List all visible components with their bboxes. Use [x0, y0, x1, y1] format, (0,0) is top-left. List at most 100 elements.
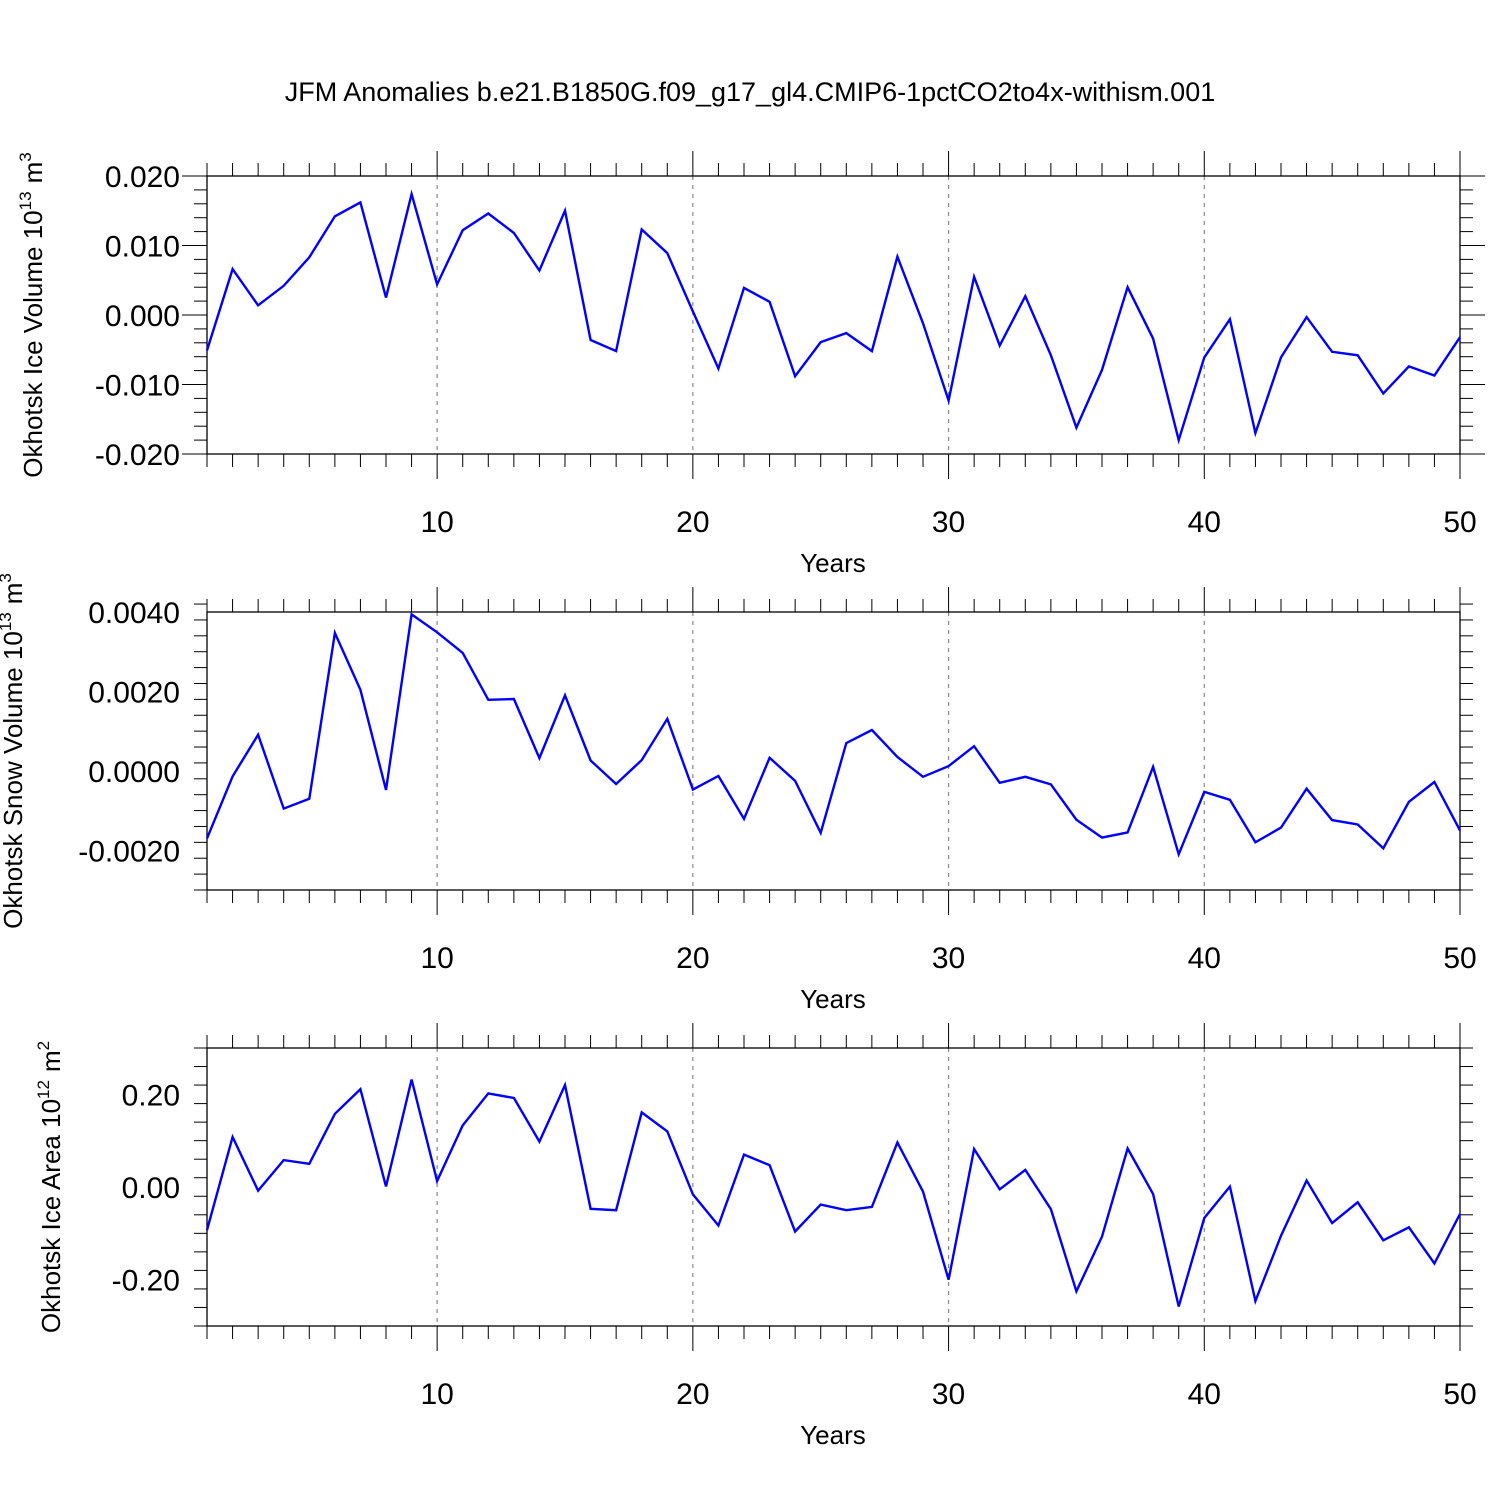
snow-volume-data-point [410, 612, 414, 616]
ice-area-data-point [410, 1078, 414, 1082]
ice-area-data-point [282, 1158, 286, 1162]
ice-volume-x-tick-label: 10 [420, 506, 453, 539]
snow-volume-x-tick-label: 20 [676, 942, 709, 975]
ice-area-y-tick-label: 0.00 [122, 1172, 180, 1205]
snow-volume-data-point [716, 774, 720, 778]
snow-volume-data-point [1458, 828, 1462, 832]
ice-volume-data-point [1407, 364, 1411, 368]
ice-area-data-point [716, 1223, 720, 1227]
ice-area-panel: Years Okhotsk Ice Area 1012m2 10 20 30 40 50… [34, 1023, 1477, 1450]
ice-volume-data-point [537, 269, 541, 273]
ice-area-data-point [1330, 1221, 1334, 1225]
ice-volume-series-line [205, 189, 1461, 445]
ice-volume-data-point [640, 228, 644, 232]
ice-volume-ylabel: Okhotsk Ice Volume 1013m3 [16, 152, 48, 477]
ice-volume-data-point [333, 214, 337, 218]
snow-volume-ylabel: Okhotsk Snow Volume 1013m3 [0, 573, 28, 929]
ice-volume-data-point [742, 286, 746, 290]
snow-volume-data-point [563, 693, 567, 697]
ice-volume-data-point [1049, 353, 1053, 357]
ice-area-y-tick-label: -0.20 [112, 1265, 180, 1298]
ice-volume-x-tick-label: 20 [676, 506, 709, 539]
snow-volume-y-tick-label: 0.0020 [88, 676, 180, 709]
snow-volume-data-point [1177, 852, 1181, 856]
ice-volume-y-tick-label: 0.010 [105, 231, 180, 264]
ice-area-data-point [1458, 1212, 1462, 1216]
ice-area-data-point [972, 1147, 976, 1151]
ice-area-data-point [844, 1208, 848, 1212]
ice-area-x-tick-label: 40 [1188, 1378, 1221, 1411]
ice-volume-data-point [589, 338, 593, 342]
ice-volume-data-point [972, 275, 976, 279]
snow-volume-data-point [256, 733, 260, 737]
ice-area-data-point [1305, 1179, 1309, 1183]
ice-area-x-tick-label: 50 [1443, 1378, 1476, 1411]
ice-volume-data-point [461, 228, 465, 232]
ice-area-xlabel: Years [800, 1420, 866, 1450]
ice-area-data-point [1126, 1147, 1130, 1151]
ice-area-data-point [1279, 1234, 1283, 1238]
ice-volume-x-tick-label: 50 [1443, 506, 1476, 539]
ice-area-x-tick-label: 20 [676, 1378, 709, 1411]
snow-volume-data-point [537, 756, 541, 760]
snow-volume-data-point [512, 697, 516, 701]
ice-area-data-point [384, 1185, 388, 1189]
chart-title: JFM Anomalies b.e21.B1850G.f09_g17_gl4.C… [285, 77, 1216, 107]
snow-volume-data-point [358, 688, 362, 692]
ice-area-data-point [614, 1208, 618, 1212]
ice-area-data-point [1100, 1235, 1104, 1239]
snow-volume-x-tick-label: 40 [1188, 942, 1221, 975]
ice-volume-data-point [1305, 315, 1309, 319]
ice-area-data-point [742, 1153, 746, 1157]
snow-volume-data-point [768, 756, 772, 760]
snow-volume-data-point [844, 741, 848, 745]
snow-volume-data-point [1151, 765, 1155, 769]
snow-volume-data-point [589, 759, 593, 763]
snow-volume-data-point [665, 717, 669, 721]
ice-area-data-point [921, 1190, 925, 1194]
snow-volume-data-point [1253, 840, 1257, 844]
ice-area-data-point [768, 1163, 772, 1167]
snow-volume-data-point [1228, 798, 1232, 802]
snow-volume-data-point [1023, 775, 1027, 779]
snow-volume-data-point [435, 630, 439, 634]
snow-volume-data-point [742, 817, 746, 821]
ice-volume-data-point [358, 200, 362, 204]
snow-volume-data-point [1356, 822, 1360, 826]
snow-volume-data-point [972, 744, 976, 748]
ice-volume-data-point [1126, 285, 1130, 289]
ice-volume-data-point [793, 374, 797, 378]
snow-volume-data-point [1100, 836, 1104, 840]
ice-volume-data-point [691, 310, 695, 314]
ice-area-data-point [998, 1187, 1002, 1191]
ice-volume-data-point [384, 296, 388, 300]
ice-area-data-point [870, 1205, 874, 1209]
snow-volume-data-point [1407, 800, 1411, 804]
snow-volume-data-point [614, 782, 618, 786]
ice-area-data-point [205, 1228, 209, 1232]
snow-volume-y-tick-label: 0.0040 [88, 597, 180, 630]
ice-volume-data-point [410, 192, 414, 196]
ice-area-data-point [640, 1110, 644, 1114]
snow-volume-data-point [947, 764, 951, 768]
ice-area-data-point [793, 1229, 797, 1233]
ice-volume-data-point [895, 255, 899, 259]
ice-area-data-point [1023, 1168, 1027, 1172]
snow-volume-data-point [384, 788, 388, 792]
snow-volume-data-point [1381, 846, 1385, 850]
ice-area-data-point [1253, 1299, 1257, 1303]
snow-volume-data-point [1432, 780, 1436, 784]
snow-volume-data-point [333, 631, 337, 635]
snow-volume-data-point [640, 758, 644, 762]
ice-area-data-point [307, 1162, 311, 1166]
snow-volume-x-tick-label: 50 [1443, 942, 1476, 975]
ice-area-data-point [895, 1141, 899, 1145]
ice-volume-data-point [231, 267, 235, 271]
snow-volume-data-point [461, 651, 465, 655]
snow-volume-data-point [307, 797, 311, 801]
ice-volume-x-tick-label: 40 [1188, 506, 1221, 539]
snow-volume-panel: Years Okhotsk Snow Volume 1013m3 10 20 30 4… [0, 573, 1477, 1014]
snow-volume-data-point [1330, 818, 1334, 822]
snow-volume-xlabel: Years [800, 984, 866, 1014]
ice-volume-data-point [1023, 294, 1027, 298]
